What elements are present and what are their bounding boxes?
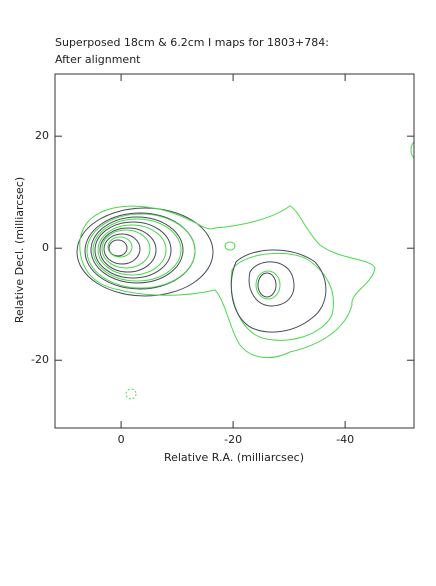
contour: [99, 227, 157, 273]
y-tick-label: 20: [35, 129, 49, 142]
x-tick-label: 0: [118, 433, 125, 446]
contour: [257, 272, 277, 298]
contour: [79, 205, 376, 359]
chart-title: Superposed 18cm & 6.2cm I maps for 1803+…: [55, 36, 329, 49]
y-tick-label: 0: [42, 241, 49, 254]
contour: [90, 216, 184, 284]
contour: [103, 233, 141, 265]
contour: [410, 141, 415, 159]
contour: [108, 239, 128, 257]
contour: [230, 252, 334, 341]
contour: [101, 229, 151, 269]
x-tick-label: -40: [336, 433, 354, 446]
contour: [94, 221, 172, 279]
contour: [107, 236, 133, 258]
contour: [76, 207, 214, 297]
contour: [224, 241, 236, 251]
contour: [230, 249, 327, 333]
contour: [86, 213, 196, 289]
contours: [76, 141, 415, 400]
y-axis-label: Relative Decl. (milliarcsec): [13, 177, 26, 323]
contour: [248, 261, 295, 307]
contour: [255, 270, 281, 300]
contour: [125, 388, 137, 400]
plot-frame: [54, 73, 415, 429]
x-tick-label: -20: [224, 433, 242, 446]
y-tick-label: -20: [31, 353, 49, 366]
chart-subtitle: After alignment: [55, 53, 141, 66]
contour: [92, 218, 182, 282]
x-axis-label: Relative R.A. (milliarcsec): [164, 451, 304, 464]
contour: [97, 224, 167, 276]
